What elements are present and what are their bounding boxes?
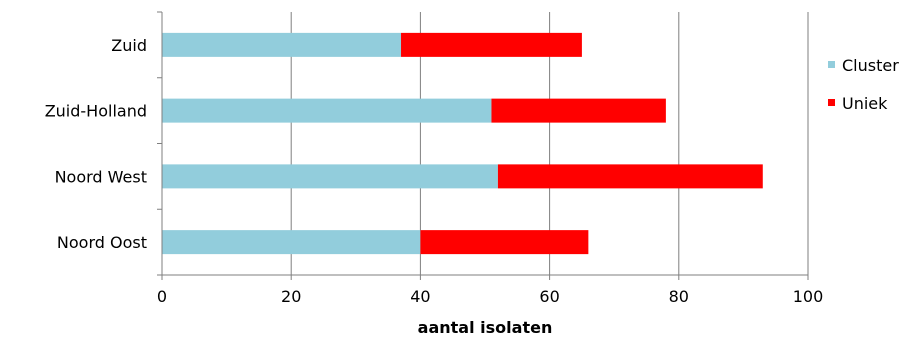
labels: 0 20 40 60 80 100 Zuid Zuid-Holland Noord West No… — [45, 36, 824, 306]
legend-swatch-uniek — [828, 99, 835, 106]
bar-cluster-noord-west — [162, 164, 498, 189]
legend-label-uniek: Uniek — [842, 94, 888, 113]
x-tick-label-20: 20 — [281, 287, 301, 306]
axes — [157, 11, 809, 280]
x-tick-label-100: 100 — [793, 287, 824, 306]
bar-uniek-noord-oost — [420, 230, 589, 255]
y-category-label: Zuid — [111, 36, 147, 55]
bar-uniek-noord-west — [497, 164, 763, 189]
y-category-label: Noord West — [55, 167, 147, 186]
y-category-label: Zuid-Holland — [45, 102, 147, 121]
bar-cluster-noord-oost — [162, 230, 421, 255]
x-tick-label-40: 40 — [410, 287, 430, 306]
bar-cluster-zuid — [162, 32, 402, 57]
x-axis-title: aantal isolaten — [418, 318, 553, 337]
x-tick-label-60: 60 — [539, 287, 559, 306]
x-tick-label-80: 80 — [669, 287, 689, 306]
y-category-label: Noord Oost — [57, 233, 147, 252]
bar-cluster-zuid-holland — [162, 98, 492, 123]
x-tick-label-0: 0 — [157, 287, 167, 306]
bar-uniek-zuid-holland — [491, 98, 666, 123]
legend-label-cluster: Cluster — [842, 56, 899, 75]
legend-swatch-cluster — [828, 61, 835, 68]
legend: Cluster Uniek — [828, 56, 899, 113]
bar-uniek-zuid — [401, 32, 582, 57]
bars — [162, 32, 763, 255]
